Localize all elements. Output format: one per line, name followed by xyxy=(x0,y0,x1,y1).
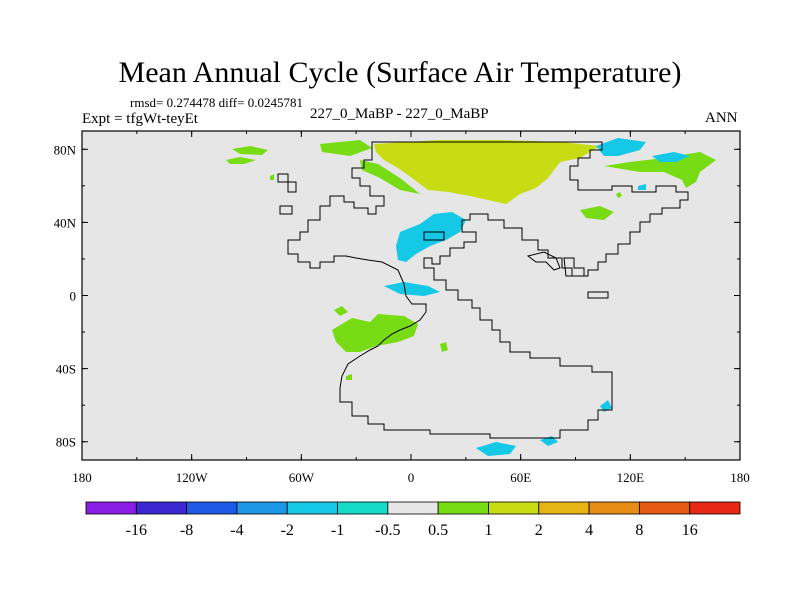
patch-central-asia xyxy=(580,206,614,220)
plot-title: Mean Annual Cycle (Surface Air Temperatu… xyxy=(118,56,682,89)
colorbar-label: 0.5 xyxy=(428,522,448,539)
colorbar-label: -0.5 xyxy=(375,522,400,539)
colorbar-swatch xyxy=(387,501,439,515)
coastline-inner-sea-2 xyxy=(563,257,585,277)
experiment-label: Expt = tfgWt-teyEt xyxy=(82,111,198,127)
colorbar-swatch xyxy=(488,501,540,515)
patch-east-2 xyxy=(270,174,274,180)
colorbar-swatch xyxy=(236,501,288,515)
y-tick-label: 40N xyxy=(54,215,77,230)
colorbar-label: 4 xyxy=(585,522,593,539)
coastline-inner-sea-1 xyxy=(526,251,561,271)
colorbar-swatch xyxy=(689,501,741,515)
patch-siberia-east xyxy=(604,152,716,188)
colorbar-label: 16 xyxy=(682,522,698,539)
x-tick-label: 120W xyxy=(176,470,209,485)
colorbar-swatch xyxy=(538,501,590,515)
patch-southern-cyan xyxy=(476,442,516,456)
anomaly-patches xyxy=(226,140,716,380)
colorbar-label: -2 xyxy=(281,522,294,539)
patch-arctic-america xyxy=(226,157,256,164)
colorbar-label: -1 xyxy=(331,522,344,539)
patch-south-ocean-1 xyxy=(346,374,352,380)
colorbar-label: 8 xyxy=(635,522,643,539)
colorbar-label: -4 xyxy=(230,522,243,539)
patch-arctic-north xyxy=(320,140,372,156)
patch-siberia-large xyxy=(374,140,600,204)
rmsd-diff-label: rmsd= 0.274478 diff= 0.0245781 xyxy=(130,95,303,110)
colorbar-swatch xyxy=(638,501,691,515)
y-tick-label: 0 xyxy=(70,289,77,304)
colorbar-swatch xyxy=(85,501,137,515)
x-tick-label: 180 xyxy=(730,470,750,485)
coastline-outlines xyxy=(277,141,689,439)
x-tick-labels: 180 120W 60W 0 60E 120E 180 xyxy=(72,470,750,485)
season-label: ANN xyxy=(705,110,738,126)
y-tick-labels: 80N 40N 0 40S 80S xyxy=(54,142,77,449)
coastline-north-america-west xyxy=(277,173,297,193)
x-tick-label: 60W xyxy=(289,470,315,485)
x-tick-label: 120E xyxy=(617,470,645,485)
colorbar-swatch xyxy=(135,501,188,515)
patch-small-cyan xyxy=(638,184,646,190)
colorbar-swatch xyxy=(186,501,238,515)
y-tick-label: 80S xyxy=(56,435,76,450)
colorbar-labels: -16 -8 -4 -2 -1 -0.5 0.5 1 2 4 8 16 xyxy=(126,522,698,539)
colorbar-swatch xyxy=(286,501,338,515)
colorbar-swatch xyxy=(588,501,640,515)
coastline-central-box xyxy=(423,231,445,241)
colorbar-label: -8 xyxy=(180,522,193,539)
map-background xyxy=(82,131,740,460)
patch-equator-cyan xyxy=(384,282,440,296)
y-tick-label: 40S xyxy=(56,362,76,377)
x-tick-label: 60E xyxy=(510,470,531,485)
colorbar-swatch xyxy=(337,501,389,515)
colorbar xyxy=(85,501,741,515)
coastline-island-west xyxy=(279,205,293,215)
coastline-tethys-island xyxy=(587,291,609,299)
patch-arctic-cyan-2 xyxy=(652,152,690,162)
y-tick-label: 80N xyxy=(54,142,77,157)
anomaly-patches-mid xyxy=(374,140,600,204)
colorbar-swatch xyxy=(437,501,489,515)
patch-arctic-cyan xyxy=(596,138,646,156)
patch-barents xyxy=(360,160,420,194)
coastline-pangea xyxy=(287,141,689,439)
center-label: 227_0_MaBP - 227_0_MaBP xyxy=(310,106,489,122)
colorbar-label: 2 xyxy=(535,522,543,539)
x-tick-label: 180 xyxy=(72,470,92,485)
anomaly-patches-negative xyxy=(384,138,690,456)
colorbar-label: -16 xyxy=(126,522,147,539)
patch-greenland-west xyxy=(232,146,268,155)
x-tick-label: 0 xyxy=(408,470,415,485)
patch-south-america xyxy=(332,314,418,352)
patch-east-1 xyxy=(616,192,622,198)
patch-africa-south xyxy=(440,342,448,352)
axis-ticks xyxy=(81,131,741,460)
colorbar-label: 1 xyxy=(484,522,492,539)
patch-south-atlantic xyxy=(334,306,348,316)
patch-atlantic-cyan xyxy=(396,212,466,262)
patch-australia-cyan xyxy=(600,400,612,412)
